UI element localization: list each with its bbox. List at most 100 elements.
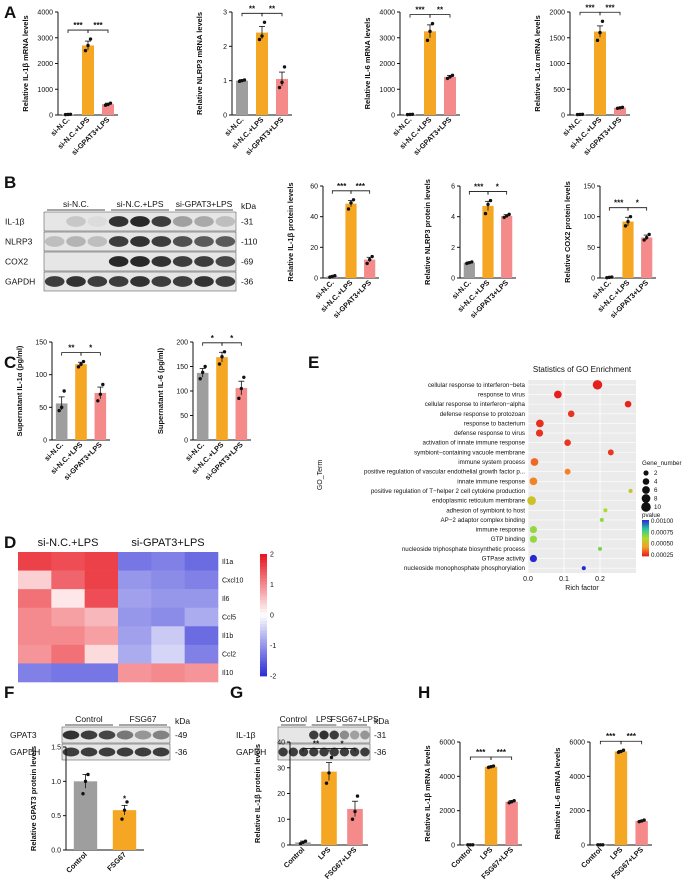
y-tick-label: 0 bbox=[184, 438, 188, 445]
significance-label: *** bbox=[476, 748, 486, 757]
bar bbox=[482, 205, 494, 278]
go-term-label: response to virus bbox=[478, 391, 525, 398]
blot-band bbox=[98, 747, 116, 757]
color-legend-segment bbox=[642, 544, 649, 546]
y-axis-label: Relative IL-1α mRNA levels bbox=[533, 15, 542, 111]
y-tick-label: 500 bbox=[553, 87, 565, 94]
y-tick-label: 150 bbox=[176, 364, 188, 371]
data-point bbox=[468, 843, 473, 847]
go-point bbox=[564, 439, 571, 447]
y-tick-label: 1 bbox=[223, 78, 227, 85]
go-point bbox=[536, 419, 544, 428]
data-point bbox=[303, 839, 308, 843]
y-tick-label: 100 bbox=[35, 372, 47, 379]
significance-bracket bbox=[67, 29, 89, 34]
significance-label: *** bbox=[497, 748, 507, 757]
color-scale-segment bbox=[260, 651, 267, 656]
data-point bbox=[122, 808, 127, 812]
heatmap-cell bbox=[18, 607, 52, 627]
blot-band bbox=[329, 747, 339, 757]
bar bbox=[235, 388, 248, 440]
color-scale-segment bbox=[260, 660, 267, 665]
go-term-label: nucleoside triphosphate biosynthetic pro… bbox=[402, 546, 525, 553]
data-point bbox=[470, 260, 474, 264]
blot-band bbox=[66, 236, 86, 247]
color-legend-segment bbox=[642, 541, 649, 544]
data-point bbox=[628, 214, 633, 219]
bar bbox=[102, 104, 114, 115]
data-point bbox=[445, 76, 450, 81]
color-scale-segment bbox=[260, 621, 267, 625]
significance-label: * bbox=[496, 183, 500, 192]
heatmap-cell bbox=[84, 663, 119, 683]
significance-bracket bbox=[599, 740, 622, 745]
blot-band bbox=[130, 256, 150, 267]
y-tick-label: 50 bbox=[180, 413, 188, 420]
go-term-label: nucleoside monophosphate phosphorylation bbox=[404, 565, 526, 572]
heatmap-cell bbox=[51, 663, 85, 683]
heatmap-cell bbox=[51, 644, 85, 664]
data-point bbox=[237, 396, 241, 401]
bar bbox=[321, 771, 337, 845]
go-point bbox=[530, 458, 539, 466]
heatmap-row-label: Il10 bbox=[222, 670, 233, 677]
blot-band bbox=[172, 276, 193, 287]
size-legend-dot bbox=[641, 494, 651, 503]
significance-bracket bbox=[221, 342, 242, 346]
blot-band bbox=[309, 747, 319, 757]
color-legend-segment bbox=[642, 529, 649, 532]
panel-letter-f: F bbox=[4, 683, 14, 702]
bar bbox=[444, 76, 456, 115]
data-point bbox=[220, 355, 224, 359]
blot-kda-marker: -31 bbox=[374, 730, 387, 740]
color-legend-tick: 0.00025 bbox=[651, 552, 674, 559]
go-term-label: AP−2 adaptor complex binding bbox=[441, 517, 526, 524]
heatmap-row-label: Cxcl10 bbox=[222, 577, 244, 584]
significance-bracket bbox=[409, 14, 431, 18]
data-point bbox=[76, 365, 81, 369]
go-term-label: immune system process bbox=[458, 459, 525, 466]
heatmap-cell bbox=[151, 663, 185, 683]
color-scale-segment bbox=[260, 618, 267, 622]
data-point bbox=[217, 362, 222, 366]
y-tick-label: 0 bbox=[451, 276, 455, 283]
y-tick-label: 1000 bbox=[37, 87, 53, 94]
panel-letter-d: D bbox=[4, 533, 16, 552]
blot-kda-marker: -31 bbox=[241, 217, 254, 227]
blot-kda-marker: -49 bbox=[175, 730, 188, 740]
data-point bbox=[428, 29, 432, 34]
significance-bracket bbox=[87, 29, 109, 34]
heatmap-cell bbox=[51, 607, 85, 627]
blot-band bbox=[108, 256, 129, 267]
go-point bbox=[567, 410, 575, 418]
color-legend-segment bbox=[642, 551, 649, 553]
group-label: FSG67 bbox=[130, 714, 157, 724]
y-tick-label: 4000 bbox=[37, 10, 53, 17]
data-point bbox=[448, 75, 452, 79]
y-tick-label: 2 bbox=[451, 245, 455, 252]
color-scale-segment bbox=[260, 654, 267, 659]
data-point bbox=[504, 214, 509, 218]
color-legend-segment bbox=[642, 528, 649, 530]
kda-header: kDa bbox=[374, 716, 389, 726]
significance-bracket bbox=[331, 190, 352, 194]
data-point bbox=[488, 198, 493, 203]
color-legend-segment bbox=[642, 532, 649, 534]
color-scale-tick: 2 bbox=[270, 552, 274, 559]
significance-label: ** bbox=[269, 4, 276, 13]
go-point bbox=[628, 488, 633, 494]
heatmap-group-label: si-GPAT3+LPS bbox=[131, 537, 204, 549]
bar bbox=[622, 221, 634, 278]
significance-label: ** bbox=[313, 739, 320, 748]
blot-band bbox=[108, 276, 129, 287]
bar bbox=[424, 31, 436, 115]
color-legend-segment bbox=[642, 527, 649, 529]
panel-letter-b: B bbox=[4, 173, 16, 192]
data-point bbox=[327, 771, 331, 775]
go-point bbox=[535, 429, 544, 437]
x-tick-label: LPS bbox=[316, 845, 332, 861]
blot-row-label: GAPDH bbox=[5, 277, 35, 287]
data-point bbox=[355, 794, 360, 798]
